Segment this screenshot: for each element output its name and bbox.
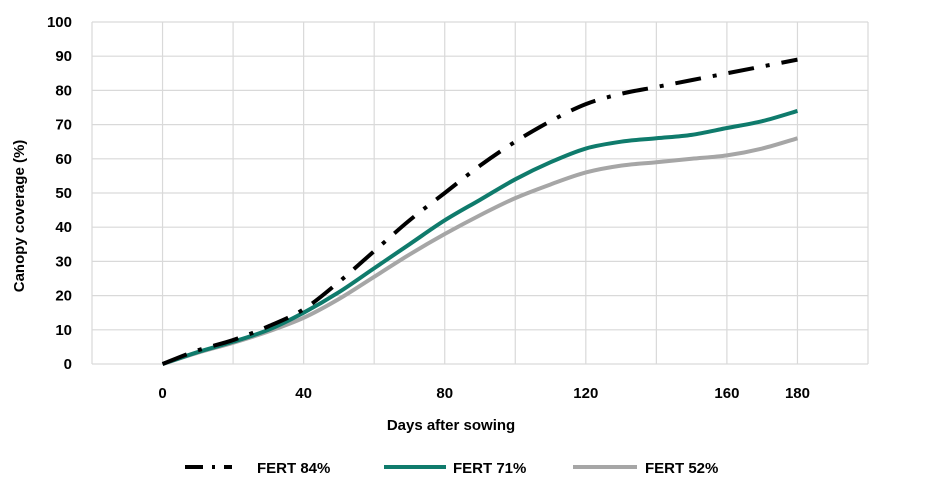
y-tick-label: 10 bbox=[55, 322, 72, 339]
legend-label-fert-71: FERT 71% bbox=[453, 460, 526, 477]
y-tick-label: 20 bbox=[55, 288, 72, 305]
x-tick-label: 160 bbox=[714, 385, 739, 402]
legend-item-fert-71: FERT 71% bbox=[384, 460, 526, 477]
series-line-fert-84 bbox=[161, 57, 798, 366]
y-tick-label: 100 bbox=[47, 14, 72, 31]
legend: FERT 84% FERT 71% FERT 52% bbox=[185, 460, 718, 477]
y-tick-label: 80 bbox=[55, 82, 72, 99]
y-tick-label: 70 bbox=[55, 117, 72, 134]
legend-item-fert-52: FERT 52% bbox=[573, 460, 718, 477]
x-tick-label: 0 bbox=[158, 385, 166, 402]
y-tick-label: 50 bbox=[55, 185, 72, 202]
y-tick-label: 90 bbox=[55, 48, 72, 65]
y-tick-label: 0 bbox=[64, 356, 72, 373]
x-tick-label: 80 bbox=[436, 385, 453, 402]
y-tick-label: 40 bbox=[55, 219, 72, 236]
legend-label-fert-84: FERT 84% bbox=[257, 460, 330, 477]
x-axis-title: Days after sowing bbox=[387, 417, 515, 434]
legend-label-fert-52: FERT 52% bbox=[645, 460, 718, 477]
x-tick-labels: 0 40 80 120 160 180 bbox=[158, 385, 810, 402]
y-tick-label: 60 bbox=[55, 151, 72, 168]
legend-item-fert-84: FERT 84% bbox=[185, 460, 330, 477]
x-tick-label: 120 bbox=[573, 385, 598, 402]
y-tick-label: 30 bbox=[55, 253, 72, 270]
series-lines bbox=[161, 57, 799, 366]
grid-lines bbox=[91, 21, 869, 365]
x-tick-label: 180 bbox=[785, 385, 810, 402]
x-tick-label: 40 bbox=[295, 385, 312, 402]
series-line-fert-71 bbox=[161, 108, 799, 366]
y-tick-labels: 0 10 20 30 40 50 60 70 80 90 100 bbox=[47, 14, 72, 373]
y-axis-title: Canopy coverage (%) bbox=[11, 140, 28, 293]
